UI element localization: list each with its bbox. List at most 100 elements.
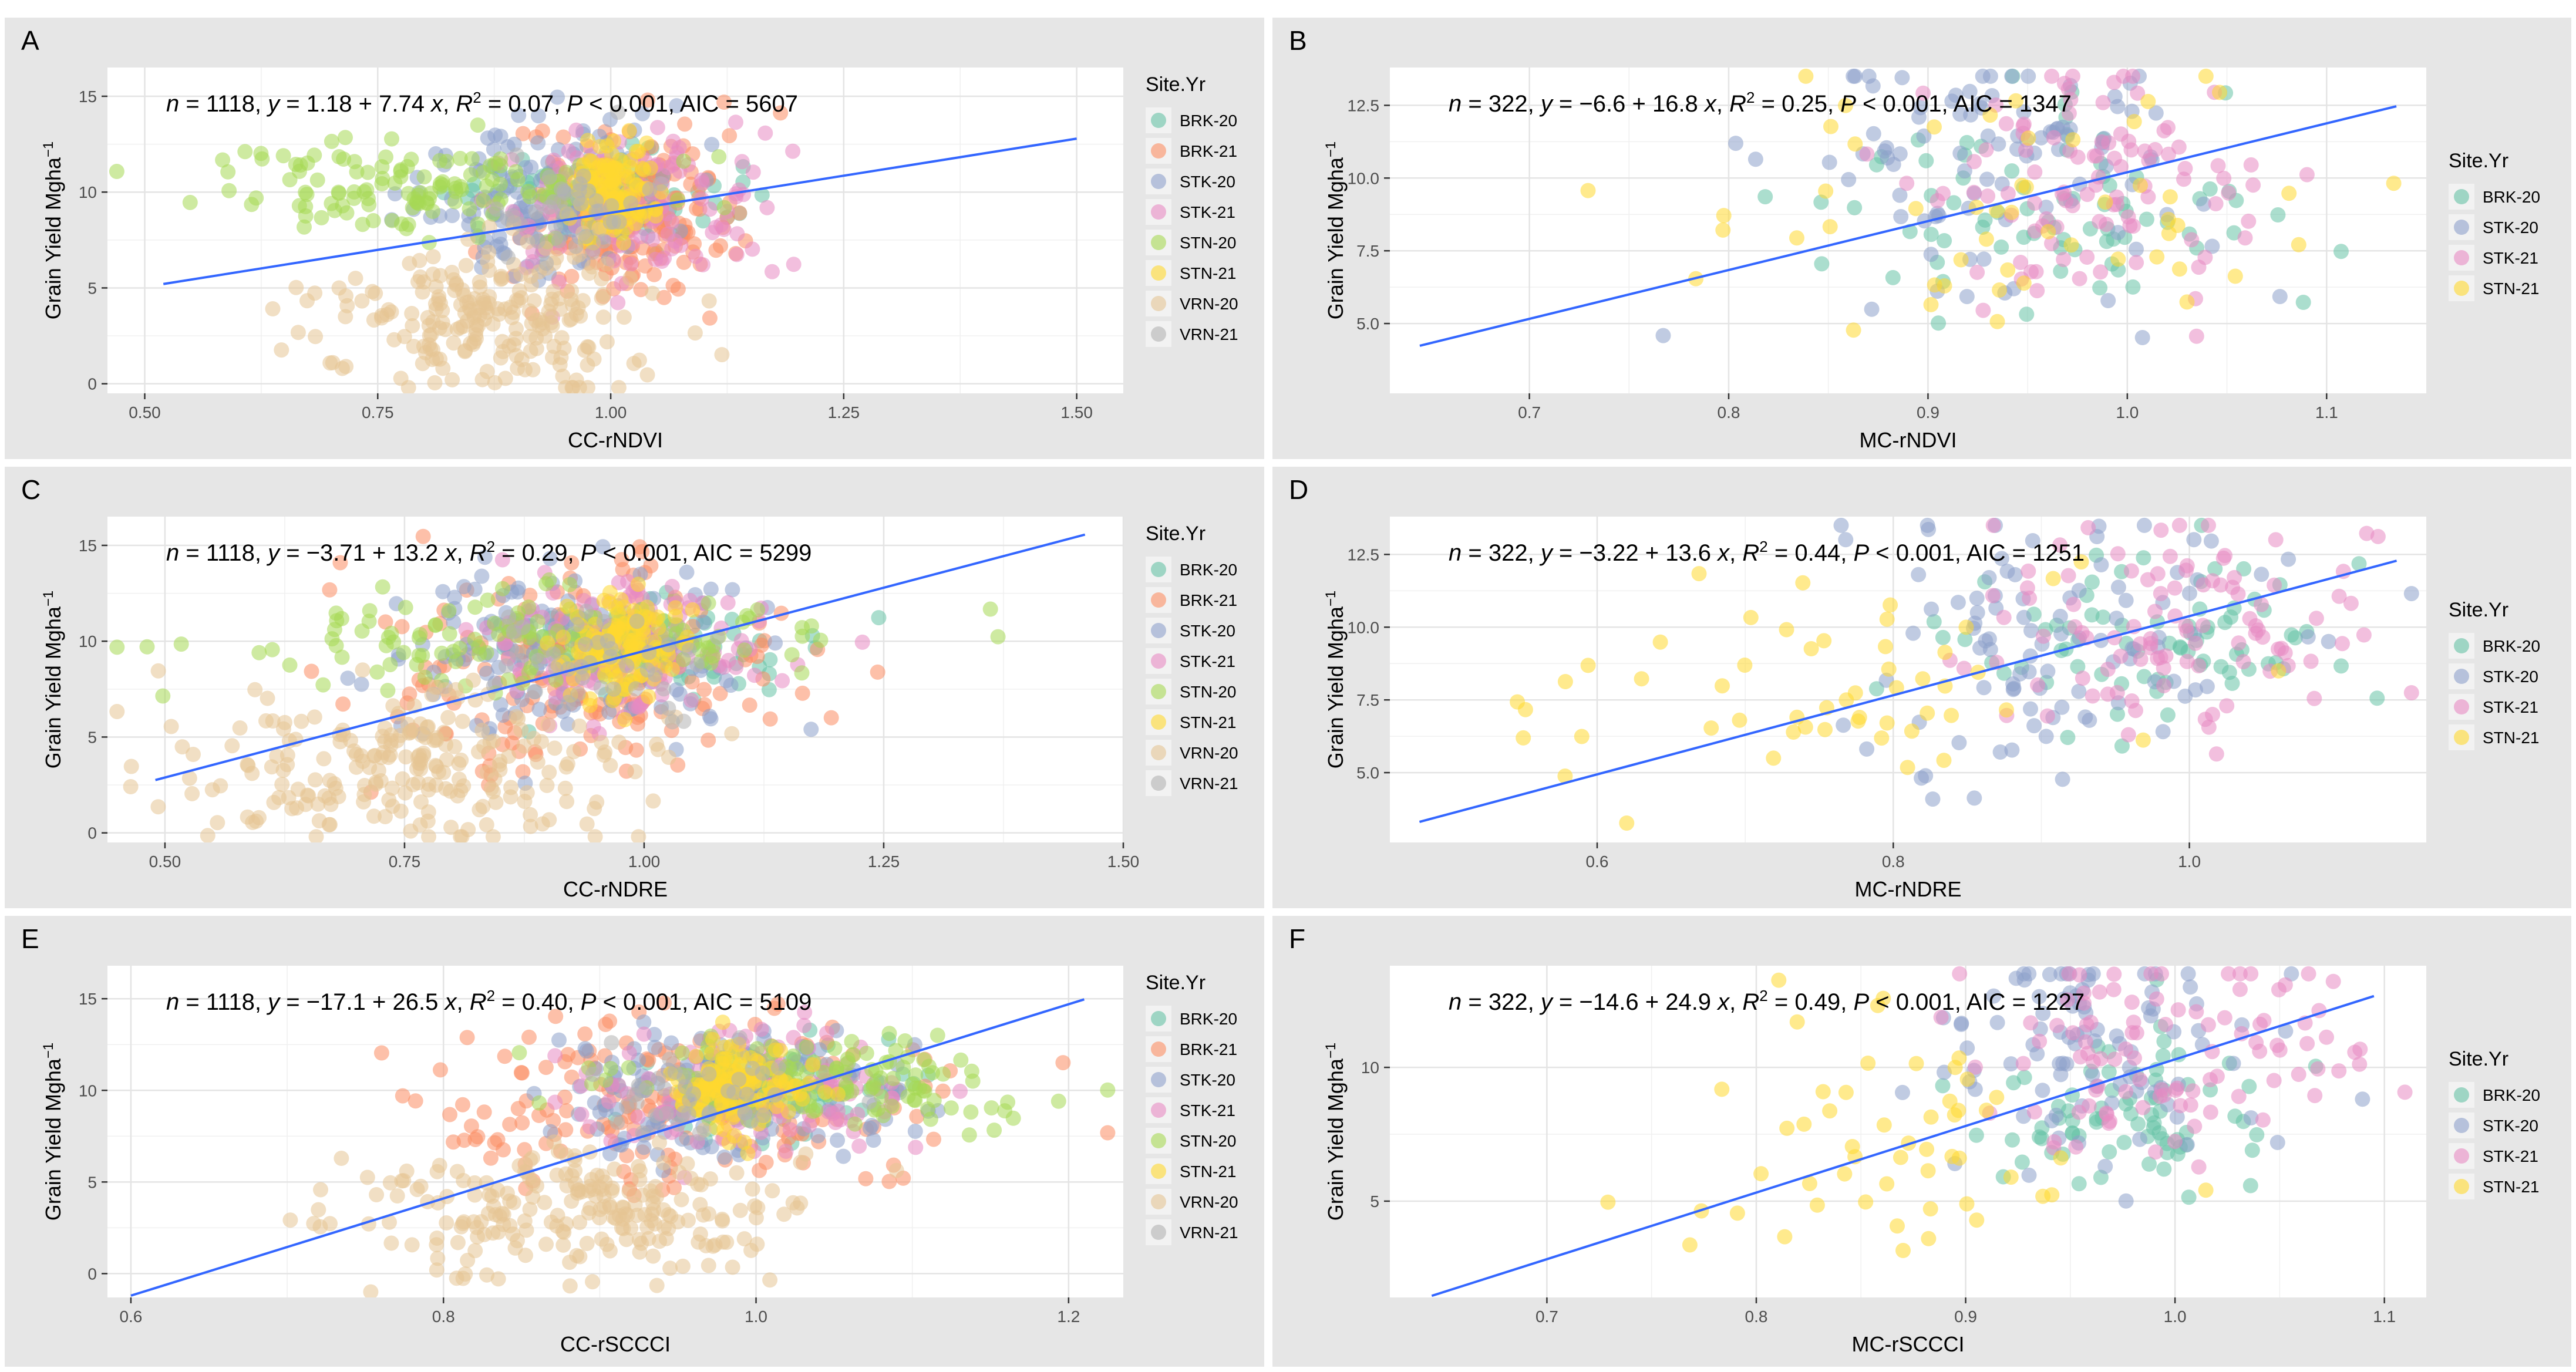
legend-label: STN-20 <box>1180 234 1236 252</box>
regression-annotation: n = 1118, y = 1.18 + 7.74 x, R2 = 0.07, … <box>166 89 798 117</box>
y-tick-label: 5 <box>1370 1192 1379 1211</box>
data-point <box>1951 1150 1967 1166</box>
data-point <box>630 634 646 650</box>
data-point <box>916 1052 932 1068</box>
data-point <box>1795 575 1811 591</box>
data-point <box>567 1162 583 1178</box>
x-tick-label: 1.1 <box>2315 403 2338 422</box>
data-point <box>558 1122 574 1138</box>
legend-swatch <box>2454 669 2469 684</box>
data-point <box>1789 1014 1805 1030</box>
data-point <box>346 190 362 206</box>
points <box>1510 517 2419 831</box>
data-point <box>559 1103 574 1119</box>
data-point <box>522 588 538 603</box>
data-point <box>598 1072 614 1088</box>
data-point <box>606 681 622 697</box>
series-STK-21 <box>1942 517 2419 762</box>
data-point <box>562 1278 578 1294</box>
legend-swatch <box>2454 730 2469 745</box>
data-point <box>1766 750 1782 766</box>
data-point <box>716 1149 732 1165</box>
data-point <box>523 1152 538 1168</box>
data-point <box>539 777 555 793</box>
data-point <box>405 777 421 793</box>
data-point <box>662 1260 678 1276</box>
data-point <box>2153 522 2169 538</box>
series-STN-21 <box>1510 554 2287 831</box>
data-point <box>452 150 468 166</box>
legend-label: STN-21 <box>2483 1178 2539 1196</box>
x-axis-title: MC-rNDRE <box>1855 877 1962 901</box>
data-point <box>360 164 376 180</box>
data-point <box>2107 630 2122 646</box>
data-point <box>493 158 509 174</box>
data-point <box>1915 671 1931 687</box>
data-point <box>458 622 474 638</box>
data-point <box>1927 119 1942 135</box>
data-point <box>2038 200 2054 215</box>
x-tick-label: 0.50 <box>149 852 181 871</box>
data-point <box>602 757 618 773</box>
data-point <box>737 1105 753 1121</box>
data-point <box>703 655 719 671</box>
points <box>1580 68 2402 345</box>
legend-swatch <box>2454 638 2469 653</box>
data-point <box>547 1048 563 1064</box>
data-point <box>1892 187 1908 203</box>
data-point <box>542 551 558 567</box>
data-point <box>393 803 409 819</box>
data-point <box>1992 744 2008 760</box>
data-point <box>346 743 362 759</box>
data-point <box>639 599 655 615</box>
data-point <box>684 674 700 690</box>
data-point <box>714 1056 730 1071</box>
data-point <box>633 282 649 298</box>
data-point <box>2060 992 2075 1008</box>
regression-line <box>1419 105 2397 347</box>
data-point <box>204 782 220 798</box>
data-point <box>2160 707 2176 723</box>
data-point <box>851 1138 867 1154</box>
data-point <box>1880 150 1895 166</box>
data-point <box>557 780 573 796</box>
data-point <box>607 1161 622 1177</box>
data-point <box>2156 1033 2172 1049</box>
legend-label: STK-20 <box>1180 173 1235 191</box>
data-point <box>881 1026 897 1041</box>
data-point <box>2053 1150 2069 1166</box>
data-point <box>578 604 594 619</box>
data-point <box>816 1064 831 1080</box>
data-point <box>513 216 528 232</box>
data-point <box>688 248 703 264</box>
data-point <box>2232 966 2248 982</box>
legend-swatch <box>1151 1225 1166 1240</box>
data-point <box>383 625 399 641</box>
data-point <box>463 1118 479 1134</box>
data-point <box>495 581 510 596</box>
data-point <box>416 338 432 354</box>
data-point <box>701 1258 716 1273</box>
data-point <box>200 828 215 842</box>
data-point <box>1958 619 1974 635</box>
data-point <box>582 1201 598 1216</box>
data-point <box>2107 150 2123 166</box>
data-point <box>248 813 264 829</box>
legend-swatch <box>2454 1179 2469 1194</box>
data-point <box>1890 1218 1905 1234</box>
data-point <box>1798 68 1814 84</box>
data-point <box>703 1046 719 1061</box>
data-point <box>309 172 325 188</box>
data-point <box>647 667 663 683</box>
data-point <box>2060 568 2076 584</box>
data-point <box>1777 1229 1793 1245</box>
data-point <box>2188 328 2204 344</box>
data-point <box>322 355 338 371</box>
y-tick-label: 12.5 <box>1348 545 1380 564</box>
data-point <box>538 1236 554 1252</box>
data-point <box>629 613 645 629</box>
data-point <box>1836 717 1851 733</box>
data-point <box>2179 653 2195 669</box>
